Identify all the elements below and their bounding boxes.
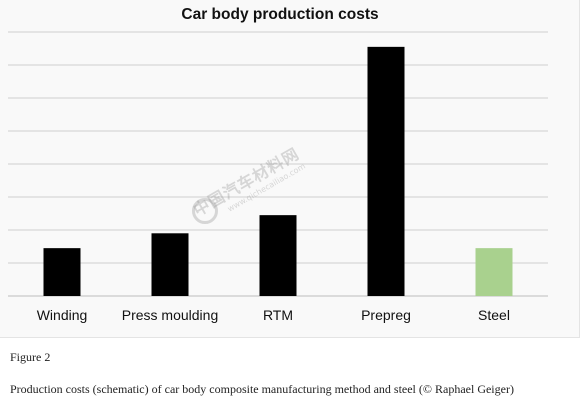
bar-steel bbox=[475, 248, 513, 296]
x-tick-label: Prepreg bbox=[361, 307, 411, 323]
x-tick-label: RTM bbox=[263, 307, 293, 323]
bar-chart: Winding Press moulding RTM Prepreg Steel bbox=[8, 31, 548, 323]
bar-rtm bbox=[259, 215, 297, 296]
x-tick-label: Press moulding bbox=[122, 307, 219, 323]
x-tick-label: Steel bbox=[478, 307, 510, 323]
bar-prepreg bbox=[367, 46, 405, 296]
bar-winding bbox=[43, 248, 81, 296]
chart-panel: Car body production costs Winding Press m… bbox=[0, 0, 580, 338]
figure-caption: Production costs (schematic) of car body… bbox=[10, 382, 514, 396]
figure-label: Figure 2 bbox=[10, 350, 51, 364]
chart-title: Car body production costs bbox=[181, 6, 379, 23]
bar-press-moulding bbox=[151, 233, 189, 296]
x-tick-label: Winding bbox=[37, 307, 88, 323]
